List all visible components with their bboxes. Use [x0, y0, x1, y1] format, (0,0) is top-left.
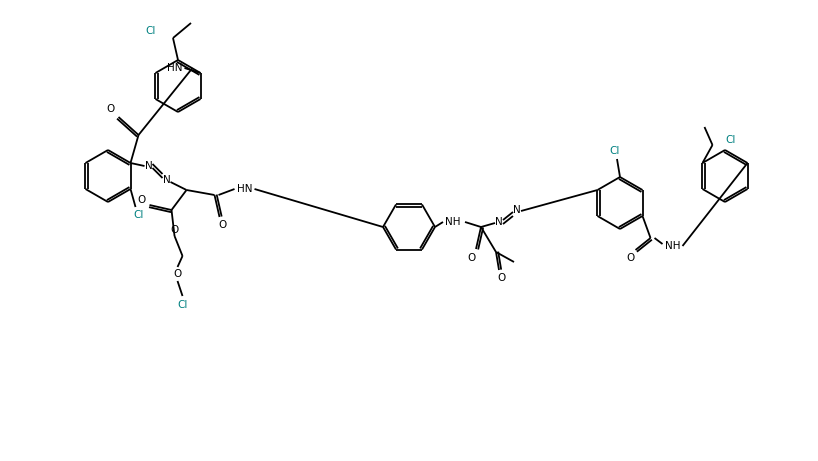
Text: HN: HN — [167, 63, 182, 73]
Text: Cl: Cl — [609, 146, 620, 156]
Text: O: O — [106, 104, 115, 114]
Text: NH: NH — [665, 241, 681, 251]
Text: O: O — [218, 220, 227, 230]
Text: O: O — [173, 269, 182, 279]
Text: NH: NH — [445, 217, 461, 227]
Text: N: N — [513, 205, 521, 215]
Text: O: O — [137, 195, 146, 205]
Text: HN: HN — [236, 184, 252, 194]
Text: N: N — [145, 161, 152, 171]
Text: Cl: Cl — [146, 26, 156, 36]
Text: O: O — [467, 253, 475, 263]
Text: N: N — [163, 175, 170, 185]
Text: Cl: Cl — [726, 135, 735, 145]
Text: N: N — [495, 217, 503, 227]
Text: O: O — [170, 225, 178, 235]
Text: Cl: Cl — [133, 210, 144, 220]
Text: O: O — [497, 273, 506, 283]
Text: O: O — [627, 253, 635, 263]
Text: Cl: Cl — [178, 300, 187, 310]
